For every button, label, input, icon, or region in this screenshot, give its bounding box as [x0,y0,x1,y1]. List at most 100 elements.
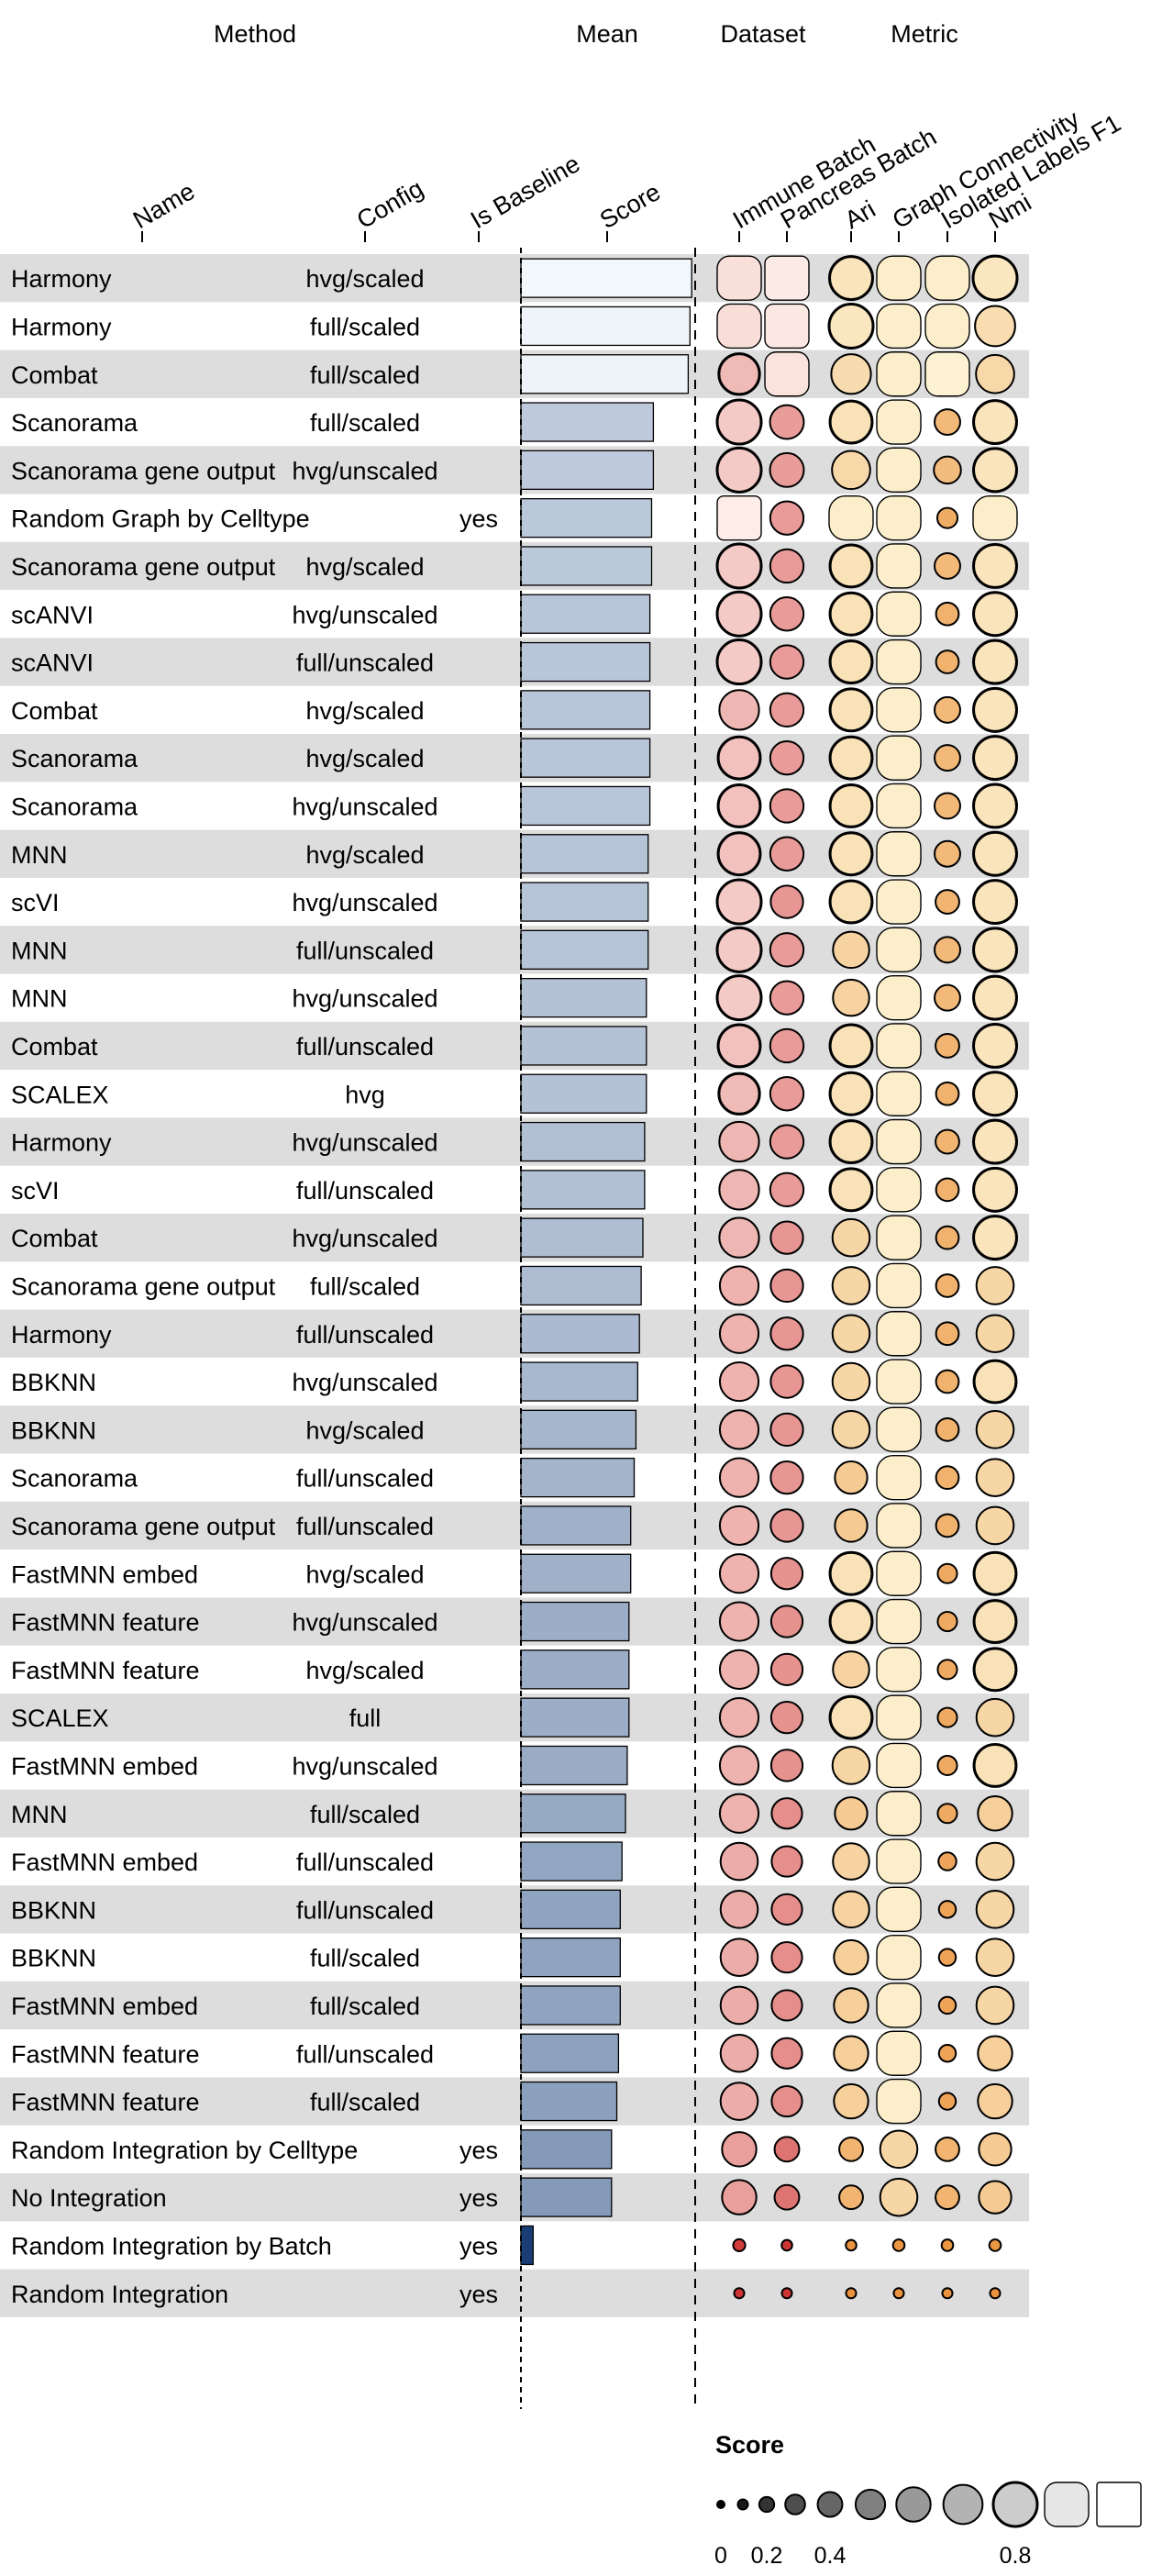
score-glyph-ari [828,879,874,925]
row-config: full/unscaled [296,1849,434,1876]
row-stripe [0,1693,1029,1742]
score-glyph-ari [828,735,874,781]
row-stripe [0,829,1029,878]
row-name: Combat [11,697,98,725]
table-row: Combat hvg/unscaled [11,1215,1018,1261]
table-row: BBKNN hvg/unscaled [11,1359,1018,1405]
legend-glyph [942,2483,984,2526]
row-config: hvg/unscaled [292,889,437,916]
score-glyph-nmi [972,542,1018,589]
score-glyph-nmi [972,447,1018,494]
score-glyph-isolated-labels-f1 [936,1803,958,1825]
mean-score-bar [520,738,651,778]
column-header-config: Config [352,174,428,234]
score-glyph-nmi [972,1599,1018,1644]
row-name: Random Integration by Batch [11,2232,332,2260]
score-glyph-isolated-labels-f1 [935,1513,960,1538]
score-glyph-immune-batch [716,783,762,828]
row-config: hvg/scaled [305,1416,424,1444]
score-glyph-pancreas-batch [769,1701,804,1735]
score-glyph-graph-connectivity [876,1071,922,1116]
row-name: Harmony [11,1129,112,1157]
score-glyph-ari [828,1119,874,1164]
table-row: No Integration yes [11,2177,1013,2217]
score-glyph-pancreas-batch [769,884,804,919]
legend-glyph [1044,2482,1090,2527]
row-is-baseline: yes [459,505,498,533]
mean-score-bar [520,498,653,539]
row-config: full/scaled [310,1801,420,1828]
score-glyph-pancreas-batch [770,2037,803,2070]
table-row: scANVI hvg/unscaled [11,590,1018,638]
score-glyph-graph-connectivity [876,2078,922,2125]
table-row: Scanorama hvg/unscaled [11,783,1018,829]
legend-glyph [895,2486,932,2523]
score-glyph-graph-connectivity [876,351,922,397]
score-glyph-pancreas-batch [769,788,805,824]
mean-score-bar [520,402,655,442]
score-glyph-graph-connectivity [879,2177,919,2217]
score-glyph-pancreas-batch [769,451,805,488]
mean-score-bar [520,785,651,827]
score-glyph-graph-connectivity [876,1934,922,1981]
score-glyph-ari [831,1266,871,1305]
score-glyph-nmi [974,305,1016,348]
score-glyph-pancreas-batch [773,2183,801,2211]
score-glyph-pancreas-batch [769,1076,805,1112]
score-glyph-immune-batch [717,1071,761,1116]
row-name: Scanorama [11,793,138,820]
legend-marks [716,2481,1142,2528]
mean-score-bar [520,641,651,683]
row-config: full/unscaled [296,1321,434,1349]
score-glyph-graph-connectivity [876,638,922,685]
mean-score-bar [520,1649,630,1690]
score-glyph-graph-connectivity [876,927,922,973]
row-stripe [0,2269,1029,2317]
table-row: Scanorama full/unscaled [11,1454,1015,1501]
table-row: MNN full/scaled [11,1791,1013,1837]
score-glyph-isolated-labels-f1 [934,408,961,437]
score-glyph-pancreas-batch [769,404,805,440]
score-glyph-immune-batch [718,1360,760,1403]
score-glyph-nmi [972,1022,1018,1069]
table-row: Random Integration yes [11,2281,1002,2308]
score-glyph-nmi [972,1647,1018,1693]
row-name: Scanorama [11,1465,138,1493]
score-glyph-immune-batch [716,255,762,301]
score-glyph-graph-connectivity [876,255,922,301]
score-glyph-ari [845,2238,858,2252]
score-glyph-nmi [975,1985,1015,2026]
score-glyph-graph-connectivity [876,1742,922,1789]
score-glyph-nmi [978,2180,1013,2215]
score-glyph-nmi [972,1215,1018,1261]
row-config: hvg/scaled [305,1560,424,1588]
score-glyph-ari [828,687,874,733]
row-name: FastMNN feature [11,1657,200,1684]
table-row: MNN full/unscaled [11,926,1018,973]
legend-glyph [991,2481,1039,2528]
score-glyph-immune-batch [715,974,763,1022]
mean-score-bar [520,2225,534,2266]
score-glyph-pancreas-batch [769,932,805,968]
score-glyph-nmi [972,1118,1018,1165]
legend-title: Score [715,2431,784,2459]
group-header-dataset: Dataset [720,20,806,48]
score-glyph-nmi [975,1841,1015,1882]
row-config: full/scaled [310,2089,420,2116]
score-glyph-isolated-labels-f1 [937,1995,957,2015]
score-glyph-pancreas-batch [769,1268,804,1304]
score-glyph-ari [828,1599,874,1644]
score-glyph-isolated-labels-f1 [934,695,961,724]
row-config: full/unscaled [296,1465,434,1493]
score-glyph-pancreas-batch [769,1316,804,1351]
legend-glyph [716,2500,725,2509]
score-glyph-pancreas-batch [769,1508,804,1543]
score-glyph-immune-batch [718,689,760,731]
score-glyph-ari [833,1987,869,2024]
score-glyph-graph-connectivity [876,1647,922,1693]
table-row: MNN hvg/scaled [11,830,1018,877]
score-glyph-immune-batch [716,735,762,781]
table-row: Harmony hvg/unscaled [11,1118,1018,1165]
score-glyph-immune-batch [718,1216,760,1259]
